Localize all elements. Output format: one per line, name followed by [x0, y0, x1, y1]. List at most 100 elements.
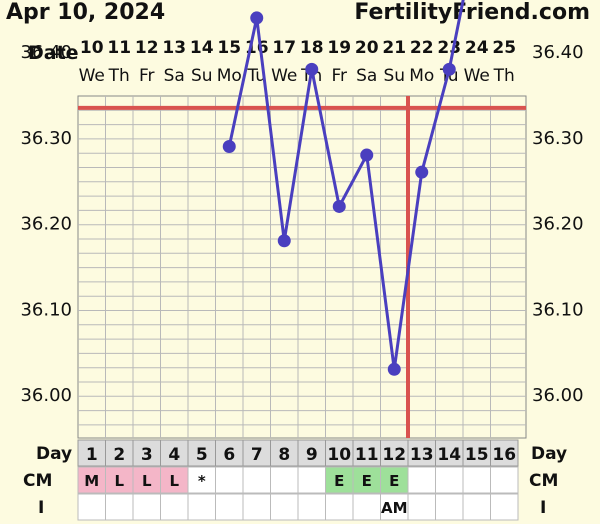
temp-tick-right: 36.30 — [532, 128, 584, 149]
i-cell — [77, 493, 106, 521]
i-cell — [132, 493, 161, 521]
cm-cell — [297, 466, 326, 494]
i-cell — [270, 493, 299, 521]
temperature-point — [360, 148, 374, 162]
cm-row-label: CM — [23, 471, 52, 491]
cycle-day-number: 11 — [355, 445, 379, 465]
day-cell — [325, 439, 354, 467]
i-row-label: I — [38, 498, 44, 518]
day-cell — [160, 439, 189, 467]
cm-cell — [407, 466, 436, 494]
day-row-label-right: Day — [531, 444, 567, 464]
cm-cell — [132, 466, 161, 494]
temp-tick-left: 36.20 — [20, 214, 72, 235]
cycle-day-number: 15 — [465, 445, 489, 465]
day-cell — [490, 439, 519, 467]
i-cell — [242, 493, 271, 521]
i-cell — [187, 493, 216, 521]
temperature-point — [305, 62, 319, 76]
cm-cell-value: L — [114, 472, 124, 490]
i-cell — [105, 493, 134, 521]
cm-cell — [325, 466, 354, 494]
i-cell — [462, 493, 491, 521]
temperature-point — [387, 362, 401, 376]
date-number: 18 — [300, 38, 324, 58]
temp-tick-right: 36.20 — [532, 214, 584, 235]
day-cell — [187, 439, 216, 467]
cm-cell — [352, 466, 381, 494]
cm-cell-value: E — [334, 472, 344, 490]
date-number: 12 — [135, 38, 159, 58]
site-name: FertilityFriend.com — [354, 0, 590, 25]
day-cell — [352, 439, 381, 467]
weekday-label: Th — [108, 66, 130, 86]
temp-tick-right: 36.10 — [532, 299, 584, 320]
weekday-label: Sa — [164, 66, 185, 86]
cycle-day-number: 1 — [86, 445, 98, 465]
cycle-day-number: 2 — [113, 445, 125, 465]
weekday-label: Fr — [331, 66, 347, 86]
temperature-point — [415, 165, 429, 179]
cm-cell — [435, 466, 464, 494]
cm-cell — [490, 466, 519, 494]
temperature-point — [277, 234, 291, 248]
temp-tick-right: 36.40 — [532, 42, 584, 63]
cm-cell-value: L — [169, 472, 179, 490]
cm-row-label-right: CM — [529, 471, 558, 491]
day-row-label: Day — [36, 444, 72, 464]
cycle-day-number: 8 — [278, 445, 290, 465]
date-number: 20 — [355, 38, 379, 58]
weekday-label: Su — [383, 66, 405, 86]
cycle-day-number: 14 — [437, 445, 461, 465]
date-number: 17 — [272, 38, 296, 58]
date-number: 15 — [217, 38, 241, 58]
chart-date: Apr 10, 2024 — [6, 0, 166, 25]
cycle-day-number: 13 — [410, 445, 434, 465]
cycle-day-number: 7 — [251, 445, 263, 465]
date-number: 24 — [465, 38, 489, 58]
cycle-day-number: 6 — [223, 445, 235, 465]
i-cell — [435, 493, 464, 521]
weekday-label: Su — [191, 66, 213, 86]
weekday-label: Sa — [356, 66, 377, 86]
cycle-day-number: 3 — [141, 445, 153, 465]
temp-tick-left: 36.00 — [20, 385, 72, 406]
temperature-point — [442, 62, 456, 76]
date-number: 21 — [382, 38, 406, 58]
cm-cell — [187, 466, 216, 494]
cm-cell — [160, 466, 189, 494]
cycle-day-number: 5 — [196, 445, 208, 465]
day-cell — [270, 439, 299, 467]
temp-tick-left: 36.40 — [20, 42, 72, 63]
date-number: 14 — [190, 38, 214, 58]
temperature-point — [250, 11, 264, 25]
cm-cell-value: E — [362, 472, 372, 490]
i-cell — [160, 493, 189, 521]
date-number: 19 — [327, 38, 351, 58]
grid-area — [77, 95, 527, 439]
i-cell — [352, 493, 381, 521]
weekday-label: Mo — [409, 66, 434, 86]
i-row-label-right: I — [540, 498, 546, 518]
cm-cell-value: * — [198, 472, 206, 490]
day-cell — [77, 439, 106, 467]
temperature-point — [332, 199, 346, 213]
i-cell — [407, 493, 436, 521]
day-cell — [242, 439, 271, 467]
day-cell — [132, 439, 161, 467]
cycle-day-number: 9 — [306, 445, 318, 465]
cm-cell-value: L — [142, 472, 152, 490]
cm-cell — [77, 466, 106, 494]
date-row-label: Date — [28, 42, 79, 64]
day-cell — [435, 439, 464, 467]
date-number: 11 — [107, 38, 131, 58]
date-number: 23 — [437, 38, 461, 58]
cycle-day-number: 12 — [382, 445, 406, 465]
weekday-label: Mo — [217, 66, 242, 86]
cm-cell — [462, 466, 491, 494]
cm-cell — [215, 466, 244, 494]
weekday-label: Fr — [139, 66, 155, 86]
i-cell — [297, 493, 326, 521]
date-number: 22 — [410, 38, 434, 58]
